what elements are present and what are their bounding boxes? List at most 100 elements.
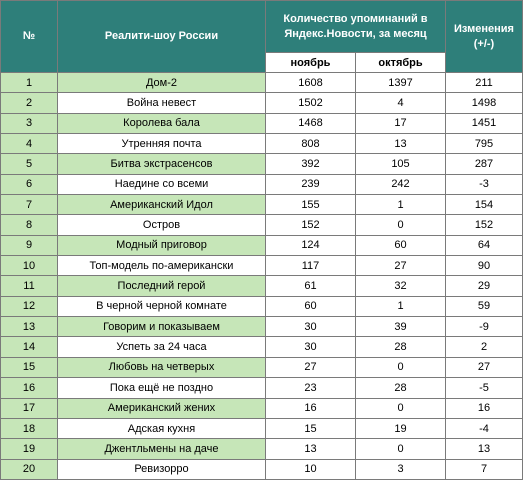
row-change: 27: [445, 356, 523, 379]
table-row: 5 Битва экстрасенсов 392 105 287: [0, 153, 523, 175]
row-october: 1: [355, 194, 446, 216]
row-show-name: Американский жених: [57, 397, 266, 419]
row-change: 211: [445, 71, 523, 94]
table-body: 1 Дом-2 1608 1397 211 2 Война невест 1502 4 1498 3…: [0, 71, 523, 480]
header-october: октябрь: [355, 52, 446, 73]
row-number: 3: [0, 112, 58, 135]
row-november: 61: [265, 275, 356, 297]
row-show-name: Джентльмены на даче: [57, 438, 266, 460]
table-row: 19 Джентльмены на даче 13 0 13: [0, 438, 523, 460]
table-row: 2 Война невест 1502 4 1498: [0, 92, 523, 114]
row-change: 7: [445, 458, 523, 480]
table-row: 17 Американский жених 16 0 16: [0, 397, 523, 419]
row-show-name: Дом-2: [57, 71, 266, 94]
row-october: 13: [355, 133, 446, 155]
row-show-name: Пока ещё не поздно: [57, 377, 266, 399]
row-november: 16: [265, 397, 356, 419]
table-row: 18 Адская кухня 15 19 -4: [0, 417, 523, 440]
row-number: 2: [0, 92, 58, 114]
table-row: 20 Ревизорро 10 3 7: [0, 458, 523, 480]
row-october: 242: [355, 173, 446, 196]
row-show-name: Королева бала: [57, 112, 266, 135]
row-november: 1502: [265, 92, 356, 114]
row-october: 105: [355, 153, 446, 175]
row-show-name: Наедине со всеми: [57, 173, 266, 196]
row-number: 14: [0, 336, 58, 358]
row-november: 152: [265, 214, 356, 236]
row-change: 152: [445, 214, 523, 236]
table-row: 11 Последний герой 61 32 29: [0, 275, 523, 297]
row-change: 2: [445, 336, 523, 358]
row-number: 1: [0, 71, 58, 94]
row-october: 1397: [355, 71, 446, 94]
header-show: Реалити-шоу России: [57, 0, 266, 73]
row-number: 15: [0, 356, 58, 379]
row-number: 6: [0, 173, 58, 196]
row-show-name: Говорим и показываем: [57, 316, 266, 338]
row-october: 3: [355, 458, 446, 480]
table-row: 9 Модный приговор 124 60 64: [0, 234, 523, 257]
row-november: 117: [265, 255, 356, 277]
row-show-name: Модный приговор: [57, 234, 266, 257]
table-row: 7 Американский Идол 155 1 154: [0, 194, 523, 216]
row-number: 18: [0, 417, 58, 440]
row-show-name: Ревизорро: [57, 458, 266, 480]
row-change: -3: [445, 173, 523, 196]
row-november: 15: [265, 417, 356, 440]
row-october: 0: [355, 356, 446, 379]
row-change: 1498: [445, 92, 523, 114]
table-row: 12 В черной черной комнате 60 1 59: [0, 295, 523, 318]
row-number: 16: [0, 377, 58, 399]
header-change: Изменения (+/-): [445, 0, 523, 73]
table-row: 13 Говорим и показываем 30 39 -9: [0, 316, 523, 338]
header-num: №: [0, 0, 58, 73]
row-number: 5: [0, 153, 58, 175]
table-row: 4 Утренняя почта 808 13 795: [0, 133, 523, 155]
row-october: 0: [355, 397, 446, 419]
row-show-name: Утренняя почта: [57, 133, 266, 155]
row-october: 28: [355, 377, 446, 399]
row-change: -4: [445, 417, 523, 440]
row-show-name: Любовь на четверых: [57, 356, 266, 379]
row-october: 19: [355, 417, 446, 440]
row-october: 17: [355, 112, 446, 135]
row-number: 9: [0, 234, 58, 257]
row-show-name: Последний герой: [57, 275, 266, 297]
table-row: 8 Остров 152 0 152: [0, 214, 523, 236]
row-october: 1: [355, 295, 446, 318]
row-change: 795: [445, 133, 523, 155]
table-row: 10 Топ-модель по-американски 117 27 90: [0, 255, 523, 277]
row-november: 1608: [265, 71, 356, 94]
row-change: -9: [445, 316, 523, 338]
row-show-name: Топ-модель по-американски: [57, 255, 266, 277]
row-november: 392: [265, 153, 356, 175]
row-show-name: Успеть за 24 часа: [57, 336, 266, 358]
row-change: -5: [445, 377, 523, 399]
table-row: 3 Королева бала 1468 17 1451: [0, 112, 523, 135]
row-november: 60: [265, 295, 356, 318]
row-october: 0: [355, 438, 446, 460]
row-number: 17: [0, 397, 58, 419]
row-november: 808: [265, 133, 356, 155]
row-october: 28: [355, 336, 446, 358]
row-change: 64: [445, 234, 523, 257]
row-number: 8: [0, 214, 58, 236]
row-number: 12: [0, 295, 58, 318]
header-november: ноябрь: [265, 52, 356, 73]
row-november: 10: [265, 458, 356, 480]
row-number: 11: [0, 275, 58, 297]
row-change: 90: [445, 255, 523, 277]
table-row: 6 Наедине со всеми 239 242 -3: [0, 173, 523, 196]
row-november: 23: [265, 377, 356, 399]
row-change: 29: [445, 275, 523, 297]
row-show-name: Война невест: [57, 92, 266, 114]
row-november: 30: [265, 336, 356, 358]
row-show-name: Адская кухня: [57, 417, 266, 440]
row-change: 287: [445, 153, 523, 175]
row-change: 59: [445, 295, 523, 318]
row-november: 30: [265, 316, 356, 338]
row-november: 124: [265, 234, 356, 257]
row-october: 4: [355, 92, 446, 114]
row-number: 13: [0, 316, 58, 338]
row-number: 20: [0, 458, 58, 480]
